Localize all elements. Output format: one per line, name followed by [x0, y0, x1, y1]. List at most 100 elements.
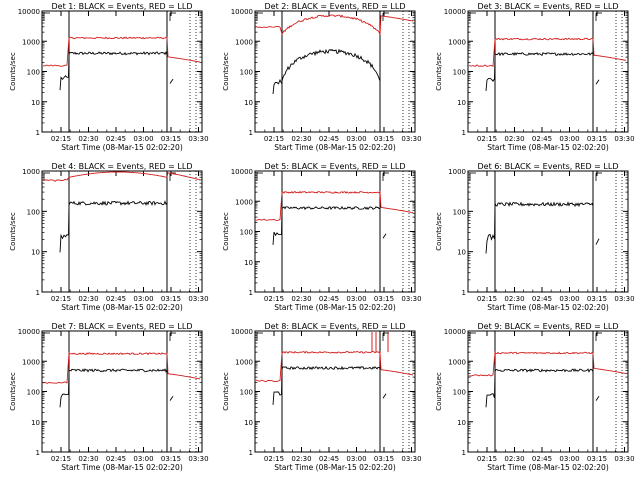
panel-frame: [41, 10, 203, 133]
panel-title: Det 8: BLACK = Events, RED = LLD: [265, 322, 406, 331]
panel-title: Det 6: BLACK = Events, RED = LLD: [478, 162, 619, 171]
y-tick-label: 100: [453, 69, 466, 77]
y-tick-label: 10000: [231, 328, 253, 336]
y-tick-label: 1: [249, 289, 253, 297]
y-tick-label: 1000: [22, 358, 40, 366]
y-tick-label: 10000: [444, 8, 466, 16]
panel-title: Det 2: BLACK = Events, RED = LLD: [265, 2, 406, 11]
lld-series-line: [42, 171, 201, 182]
events-series-line: [485, 368, 594, 408]
y-tick-label: 1: [462, 129, 466, 137]
x-tick-label: 02:45: [319, 455, 339, 463]
x-tick-label: 02:45: [532, 135, 552, 143]
x-axis-label: Start Time (08-Mar-15 02:02:20): [487, 303, 609, 312]
x-tick-label: 02:15: [51, 455, 71, 463]
x-tick-label: 02:45: [532, 295, 552, 303]
x-tick-label: 03:00: [133, 135, 153, 143]
x-tick-label: 03:00: [133, 295, 153, 303]
panel-det-6: Det 6: BLACK = Events, RED = LLD 1 10 100 10…: [435, 162, 635, 312]
y-tick-label: 10: [457, 419, 466, 427]
x-tick-label: 02:15: [477, 135, 497, 143]
x-tick-label: 02:30: [504, 455, 524, 463]
events-tail-segment: [595, 395, 600, 401]
panel-frame: [467, 10, 629, 133]
x-tick-label: 02:30: [504, 135, 524, 143]
events-series-line: [272, 205, 381, 245]
x-axis-label: Start Time (08-Mar-15 02:02:20): [487, 143, 609, 152]
y-tick-label: 100: [27, 69, 40, 77]
panel-frame: [41, 170, 203, 293]
panel-det-1: Det 1: BLACK = Events, RED = LLD 1 10 100 10…: [9, 2, 209, 152]
x-tick-label: 03:15: [587, 135, 607, 143]
x-axis-label: Start Time (08-Mar-15 02:02:20): [274, 463, 396, 472]
lld-series-line: [255, 14, 414, 36]
x-tick-label: 02:30: [291, 455, 311, 463]
x-tick-label: 03:00: [133, 455, 153, 463]
panel-frame: [254, 330, 416, 453]
panel-det-9: Det 9: BLACK = Events, RED = LLD 1 10 100 10…: [435, 322, 635, 472]
panel-title: Det 5: BLACK = Events, RED = LLD: [265, 162, 406, 171]
x-tick-label: 03:15: [587, 455, 607, 463]
events-series-line: [59, 368, 168, 408]
y-axis-label: Counts/sec: [9, 372, 17, 411]
y-tick-label: 10000: [231, 168, 253, 176]
y-tick-label: 1000: [235, 358, 253, 366]
x-tick-label: 03:30: [401, 455, 421, 463]
panel-det-2: Det 2: BLACK = Events, RED = LLD 1 10 100 10…: [222, 2, 422, 152]
x-tick-label: 02:15: [477, 295, 497, 303]
x-tick-label: 02:15: [51, 135, 71, 143]
y-axis-label: Counts/sec: [222, 212, 230, 251]
panel-frame: [41, 330, 203, 453]
y-axis-label: Counts/sec: [435, 372, 443, 411]
x-tick-label: 03:15: [161, 295, 181, 303]
x-tick-label: 02:15: [51, 295, 71, 303]
y-tick-label: 1000: [448, 38, 466, 46]
x-tick-label: 02:45: [106, 295, 126, 303]
x-tick-label: 03:00: [559, 135, 579, 143]
events-tail-segment: [169, 78, 174, 84]
x-tick-label: 03:00: [346, 295, 366, 303]
x-tick-label: 03:30: [401, 295, 421, 303]
lld-series-line: [255, 190, 414, 221]
x-axis-label: Start Time (08-Mar-15 02:02:20): [274, 303, 396, 312]
x-tick-label: 02:45: [106, 135, 126, 143]
x-axis-label: Start Time (08-Mar-15 02:02:20): [487, 463, 609, 472]
events-tail-segment: [169, 395, 174, 401]
events-tail-segment: [382, 393, 387, 399]
panel-frame: [254, 170, 416, 293]
y-tick-label: 10: [244, 99, 253, 107]
x-tick-label: 03:00: [346, 455, 366, 463]
panel-title: Det 3: BLACK = Events, RED = LLD: [478, 2, 619, 11]
y-tick-label: 10000: [444, 328, 466, 336]
y-tick-label: 1: [36, 449, 40, 457]
y-tick-label: 100: [453, 389, 466, 397]
panel-det-7: Det 7: BLACK = Events, RED = LLD 1 10 100 10…: [9, 322, 209, 472]
x-tick-label: 02:30: [291, 295, 311, 303]
y-tick-label: 10000: [18, 8, 40, 16]
x-tick-label: 02:30: [291, 135, 311, 143]
y-tick-label: 100: [453, 208, 466, 216]
y-tick-label: 1: [36, 129, 40, 137]
y-tick-label: 10: [31, 419, 40, 427]
y-tick-label: 1000: [448, 168, 466, 176]
y-tick-label: 10: [244, 419, 253, 427]
x-tick-label: 03:15: [161, 135, 181, 143]
events-series-line: [59, 51, 168, 91]
x-tick-label: 02:30: [504, 295, 524, 303]
y-tick-label: 100: [240, 69, 253, 77]
x-axis-label: Start Time (08-Mar-15 02:02:20): [274, 143, 396, 152]
panel-title: Det 9: BLACK = Events, RED = LLD: [478, 322, 619, 331]
lld-series-line: [468, 37, 627, 68]
x-tick-label: 03:30: [188, 455, 208, 463]
panel-det-8: Det 8: BLACK = Events, RED = LLD 1 10 100 10…: [222, 322, 422, 472]
y-tick-label: 10000: [231, 8, 253, 16]
x-tick-label: 02:15: [264, 455, 284, 463]
y-tick-label: 1000: [448, 358, 466, 366]
x-tick-label: 02:15: [264, 295, 284, 303]
panel-det-4: Det 4: BLACK = Events, RED = LLD 1 10 100 10…: [9, 162, 209, 312]
x-tick-label: 03:30: [614, 455, 634, 463]
y-tick-label: 1000: [22, 38, 40, 46]
y-tick-label: 10000: [18, 328, 40, 336]
